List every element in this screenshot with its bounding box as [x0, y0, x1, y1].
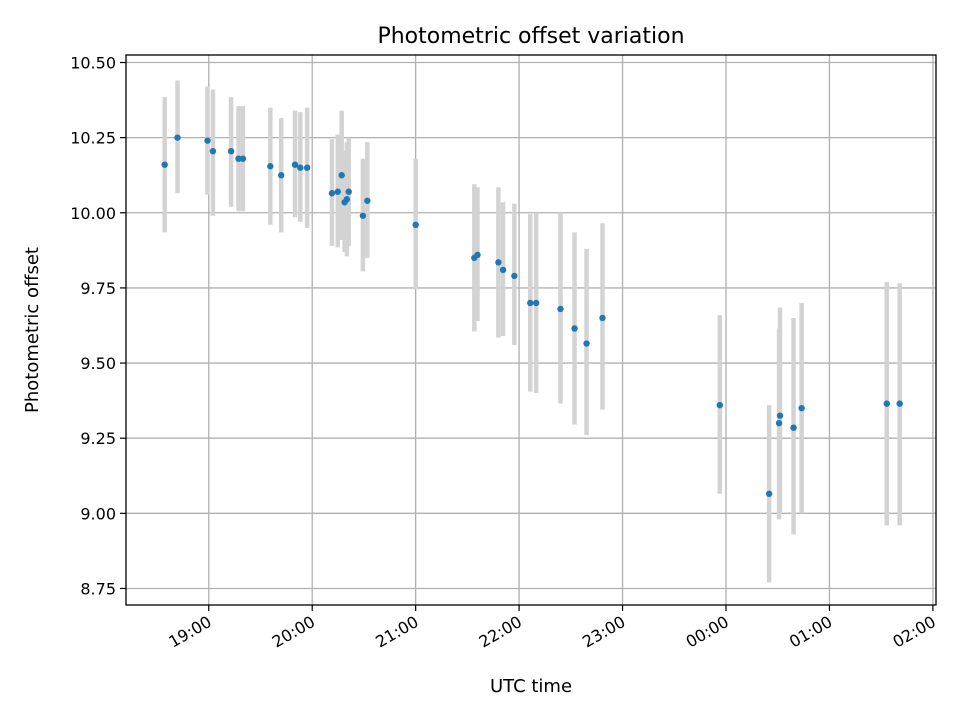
x-tick-label: 23:00 [579, 612, 628, 652]
data-point [474, 251, 481, 259]
chart-title: Photometric offset variation [377, 24, 684, 49]
data-point [557, 305, 564, 313]
data-point [297, 164, 304, 171]
data-point [291, 161, 299, 168]
data-point [532, 299, 540, 307]
x-tick-label: 00:00 [683, 612, 732, 652]
data-point [896, 400, 903, 407]
x-tick-label: 20:00 [269, 612, 318, 652]
data-point [209, 147, 217, 155]
data-point [267, 163, 274, 170]
y-tick-label: 10.25 [70, 129, 116, 148]
data-point [571, 325, 578, 332]
data-point [239, 155, 247, 162]
y-axis-label: Photometric offset [22, 247, 43, 413]
data-point [174, 134, 181, 141]
data-point [412, 221, 419, 229]
x-tick-label: 22:00 [476, 612, 525, 652]
data-point [527, 299, 534, 307]
data-point [599, 314, 606, 322]
x-tick-label: 02:00 [889, 612, 938, 652]
y-tick-label: 8.75 [80, 579, 116, 598]
data-point [776, 412, 784, 419]
data-point [798, 404, 805, 412]
error-bars [162, 80, 902, 583]
data-point [328, 190, 336, 197]
data-point [511, 272, 518, 280]
data-point [345, 188, 352, 195]
data-point [277, 172, 285, 179]
data-point [765, 490, 773, 497]
plot-area-frame [125, 54, 937, 606]
y-tick-label: 9.75 [80, 279, 116, 298]
data-point [334, 188, 341, 195]
x-axis-ticks: 19:00 20:00 21:00 22:00 23:00 00:00 01:00 02:00 [165, 605, 939, 652]
y-axis-ticks: 8.75 9.00 9.25 9.50 9.75 10.00 10.25 10.50 [70, 54, 126, 598]
data-point [227, 147, 235, 155]
y-tick-label: 10.50 [70, 54, 116, 73]
data-point [790, 424, 797, 431]
data-point [883, 400, 890, 407]
data-point [583, 340, 590, 347]
x-tick-label: 21:00 [372, 612, 421, 652]
y-tick-label: 9.00 [80, 504, 116, 523]
y-tick-label: 9.50 [80, 354, 116, 373]
x-tick-label: 01:00 [786, 612, 835, 652]
data-point [716, 401, 723, 409]
data-point [303, 164, 311, 171]
x-axis-label: UTC time [490, 676, 572, 697]
data-point [364, 197, 371, 204]
data-point [161, 161, 168, 168]
y-tick-label: 9.25 [80, 429, 116, 448]
data-point [338, 172, 345, 179]
data-point [495, 259, 502, 266]
x-tick-label: 19:00 [165, 612, 214, 652]
data-point [359, 212, 367, 219]
data-point [204, 137, 211, 144]
y-tick-label: 10.00 [70, 204, 116, 223]
data-point [499, 266, 507, 274]
data-points [161, 134, 903, 497]
data-point [343, 196, 351, 203]
data-point [775, 419, 783, 427]
